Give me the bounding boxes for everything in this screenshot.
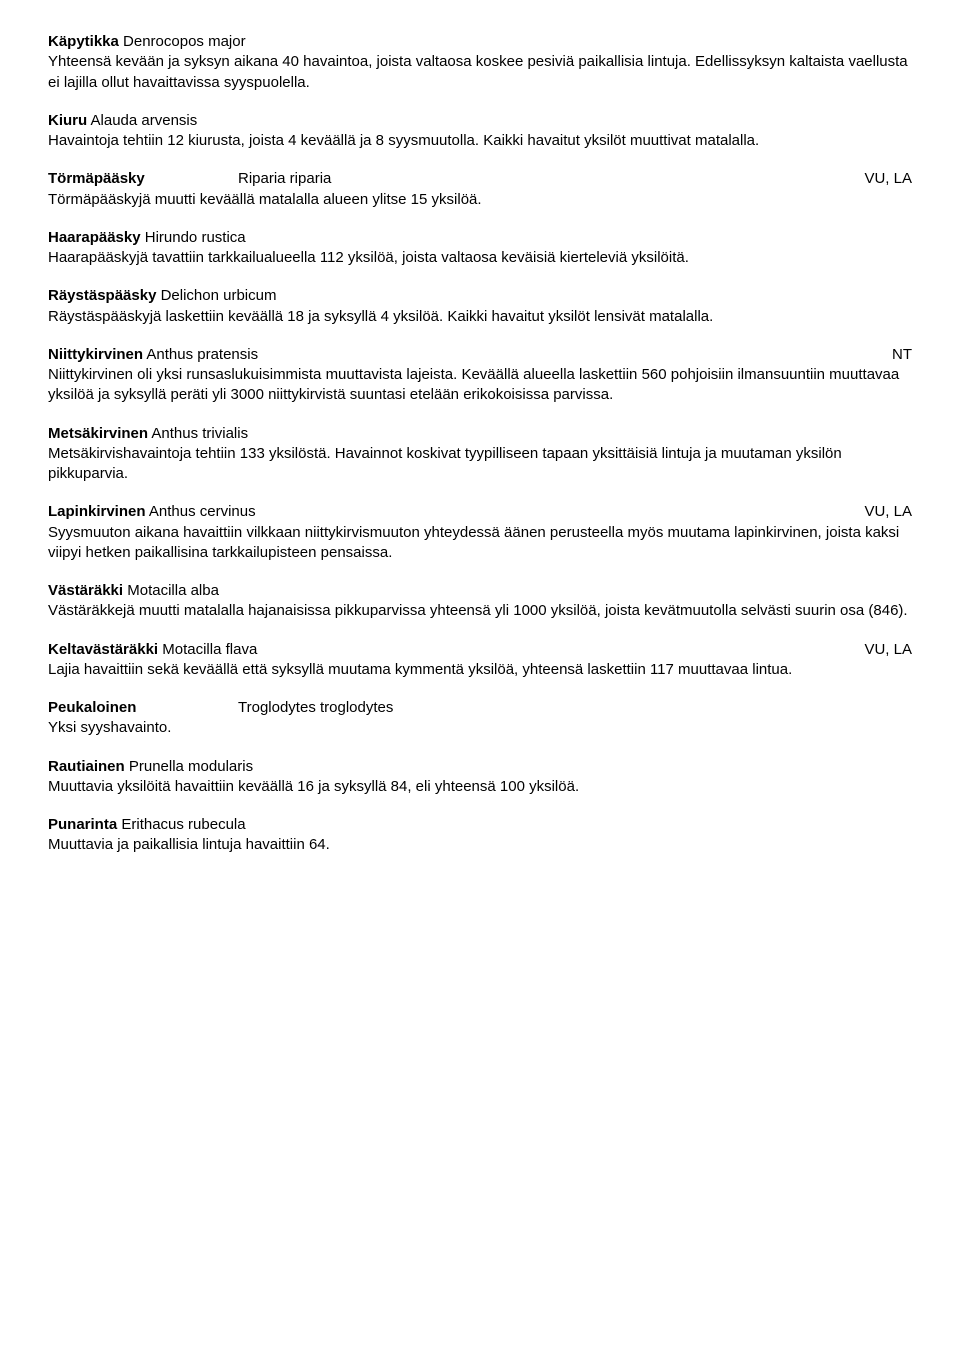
species-name-line: PeukaloinenTroglodytes troglodytes: [48, 698, 912, 718]
species-name-cell: Räystäspääsky Delichon urbicum: [48, 286, 276, 306]
species-name-cell: Keltavästäräkki Motacilla flava: [48, 640, 257, 660]
species-name-line: Punarinta Erithacus rubecula: [48, 815, 912, 835]
species-scientific-name: Riparia riparia: [238, 169, 331, 189]
species-common-name: Peukaloinen: [48, 698, 238, 718]
status-code: NT: [892, 345, 912, 365]
species-entry: Niittykirvinen Anthus pratensis NTNiittyk…: [48, 345, 912, 406]
species-entry: PeukaloinenTroglodytes troglodytesYksi s…: [48, 698, 912, 739]
species-name-line: Rautiainen Prunella modularis: [48, 757, 912, 777]
species-name-cell: Kiuru Alauda arvensis: [48, 111, 197, 131]
status-code: VU, LA: [864, 169, 912, 189]
species-name-cell: Punarinta Erithacus rubecula: [48, 815, 246, 835]
species-description: Västäräkkejä muutti matalalla hajanaisis…: [48, 601, 912, 621]
species-name-line: Västäräkki Motacilla alba: [48, 581, 912, 601]
species-entry: Lapinkirvinen Anthus cervinus VU, LASyysm…: [48, 502, 912, 563]
species-description: Lajia havaittiin sekä keväällä että syks…: [48, 660, 912, 680]
species-name-cell: TörmäpääskyRiparia riparia: [48, 169, 331, 189]
species-name-line: Käpytikka Denrocopos major: [48, 32, 912, 52]
species-entry: Haarapääsky Hirundo rusticaHaarapääskyjä…: [48, 228, 912, 269]
species-name-cell: Lapinkirvinen Anthus cervinus: [48, 502, 256, 522]
species-entry: Räystäspääsky Delichon urbicumRäystäspää…: [48, 286, 912, 327]
species-entry: Rautiainen Prunella modularisMuuttavia y…: [48, 757, 912, 798]
species-entry: Metsäkirvinen Anthus trivialisMetsäkirvi…: [48, 424, 912, 485]
species-description: Havaintoja tehtiin 12 kiurusta, joista 4…: [48, 131, 912, 151]
species-description: Muuttavia ja paikallisia lintuja havaitt…: [48, 835, 912, 855]
species-name-cell: Käpytikka Denrocopos major: [48, 32, 246, 52]
species-name-cell: Västäräkki Motacilla alba: [48, 581, 219, 601]
species-name-line: Lapinkirvinen Anthus cervinus VU, LA: [48, 502, 912, 522]
species-common-name: Törmäpääsky: [48, 169, 238, 189]
species-description: Räystäspääskyjä laskettiin keväällä 18 j…: [48, 307, 912, 327]
species-name-line: Metsäkirvinen Anthus trivialis: [48, 424, 912, 444]
species-description: Yhteensä kevään ja syksyn aikana 40 hava…: [48, 52, 912, 93]
species-description: Haarapääskyjä tavattiin tarkkailualueell…: [48, 248, 912, 268]
species-name-line: TörmäpääskyRiparia riparia VU, LA: [48, 169, 912, 189]
species-name-cell: PeukaloinenTroglodytes troglodytes: [48, 698, 393, 718]
species-entry: Västäräkki Motacilla albaVästäräkkejä mu…: [48, 581, 912, 622]
species-name-cell: Niittykirvinen Anthus pratensis: [48, 345, 258, 365]
status-code: VU, LA: [864, 640, 912, 660]
species-description: Syysmuuton aikana havaittiin vilkkaan ni…: [48, 523, 912, 564]
status-code: VU, LA: [864, 502, 912, 522]
document-body: Käpytikka Denrocopos majorYhteensä kevää…: [48, 32, 912, 856]
species-entry: Käpytikka Denrocopos majorYhteensä kevää…: [48, 32, 912, 93]
species-entry: Punarinta Erithacus rubeculaMuuttavia ja…: [48, 815, 912, 856]
species-name-line: Räystäspääsky Delichon urbicum: [48, 286, 912, 306]
species-name-cell: Rautiainen Prunella modularis: [48, 757, 253, 777]
species-name-line: Keltavästäräkki Motacilla flava VU, LA: [48, 640, 912, 660]
species-entry: Kiuru Alauda arvensisHavaintoja tehtiin …: [48, 111, 912, 152]
species-description: Muuttavia yksilöitä havaittiin keväällä …: [48, 777, 912, 797]
species-description: Niittykirvinen oli yksi runsaslukuisimmi…: [48, 365, 912, 406]
species-description: Metsäkirvishavaintoja tehtiin 133 yksilö…: [48, 444, 912, 485]
species-scientific-name: Troglodytes troglodytes: [238, 698, 393, 718]
species-name-line: Kiuru Alauda arvensis: [48, 111, 912, 131]
species-name-cell: Haarapääsky Hirundo rustica: [48, 228, 246, 248]
species-description: Törmäpääskyjä muutti keväällä matalalla …: [48, 190, 912, 210]
species-name-line: Niittykirvinen Anthus pratensis NT: [48, 345, 912, 365]
species-entry: TörmäpääskyRiparia ripariaVU, LATörmäpää…: [48, 169, 912, 210]
species-description: Yksi syyshavainto.: [48, 718, 912, 738]
species-name-line: Haarapääsky Hirundo rustica: [48, 228, 912, 248]
species-entry: Keltavästäräkki Motacilla flava VU, LALaj…: [48, 640, 912, 681]
species-name-cell: Metsäkirvinen Anthus trivialis: [48, 424, 248, 444]
